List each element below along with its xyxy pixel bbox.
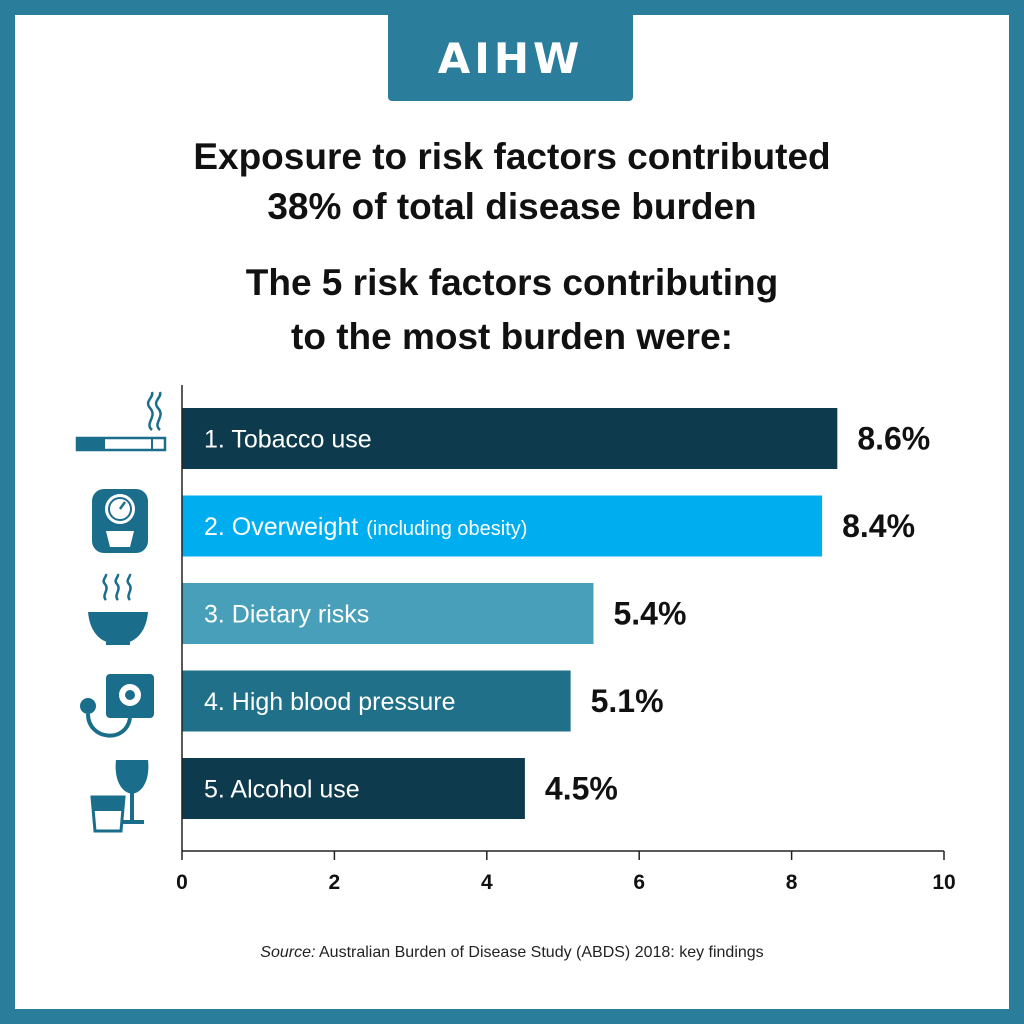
x-tick-label: 2 bbox=[329, 871, 341, 894]
x-tick-label: 0 bbox=[176, 871, 188, 894]
cigarette-icon bbox=[75, 391, 167, 452]
bar-group: 1. Tobacco use 8.6% bbox=[182, 408, 930, 469]
bar-value-label: 8.6% bbox=[857, 421, 930, 457]
x-axis-ticks: 0 2 4 6 8 10 bbox=[176, 851, 956, 894]
aihw-logo: AIHW bbox=[437, 33, 584, 83]
drinks-icon bbox=[90, 760, 149, 833]
bar-value-label: 8.4% bbox=[842, 508, 915, 544]
blood-pressure-monitor-icon bbox=[80, 674, 154, 738]
x-tick-label: 10 bbox=[932, 871, 955, 894]
source-text: Australian Burden of Disease Study (ABDS… bbox=[315, 944, 764, 961]
bar-value-label: 5.4% bbox=[613, 596, 686, 632]
weighing-scale-icon bbox=[92, 489, 148, 553]
bar bbox=[182, 583, 594, 644]
category-name: 4. High blood pressure bbox=[204, 688, 456, 716]
subtitle-line-2: to the most burden were: bbox=[291, 316, 733, 357]
subtitle-line-1: The 5 risk factors contributing bbox=[245, 262, 779, 303]
chart-title: Exposure to risk factors contributed 38%… bbox=[40, 132, 984, 232]
bar-group: 4. High blood pressure 5.1% bbox=[182, 670, 664, 732]
bar-category-label: 4. High blood pressure bbox=[204, 688, 456, 716]
bar-group: 3. Dietary risks 5.4% bbox=[182, 583, 686, 644]
category-name: 1. Tobacco use bbox=[204, 426, 372, 454]
bar-group: 5. Alcohol use 4.5% bbox=[182, 758, 618, 819]
category-name: 5. Alcohol use bbox=[204, 776, 360, 804]
bar bbox=[182, 670, 571, 732]
chart-subtitle: The 5 risk factors contributing to the m… bbox=[40, 256, 984, 364]
bar bbox=[182, 408, 838, 469]
x-tick-label: 4 bbox=[481, 871, 493, 894]
source-note: Source: Australian Burden of Disease Stu… bbox=[40, 944, 984, 962]
hot-bowl-icon bbox=[88, 573, 148, 645]
category-name: 2. Overweight bbox=[204, 513, 358, 541]
source-label: Source: bbox=[260, 944, 316, 961]
bar-value-label: 5.1% bbox=[591, 683, 664, 719]
bar bbox=[182, 495, 823, 557]
x-tick-label: 6 bbox=[633, 871, 645, 894]
title-line-2: 38% of total disease burden bbox=[267, 186, 757, 227]
bar-category-label: 2. Overweight (including obesity) bbox=[204, 513, 527, 541]
bar bbox=[182, 758, 525, 819]
title-line-1: Exposure to risk factors contributed bbox=[193, 136, 831, 177]
x-tick-label: 8 bbox=[786, 871, 798, 894]
logo-tab: AIHW bbox=[388, 15, 633, 101]
bar-value-label: 4.5% bbox=[545, 771, 618, 807]
bars-layer: 1. Tobacco use 8.6% 2. Overweight (includin… bbox=[182, 408, 930, 819]
bar-group: 2. Overweight (including obesity) 8.4% bbox=[182, 495, 915, 557]
bar-category-label: 3. Dietary risks bbox=[204, 601, 369, 629]
category-note: (including obesity) bbox=[366, 518, 527, 540]
category-name: 3. Dietary risks bbox=[204, 601, 369, 629]
bar-category-label: 5. Alcohol use bbox=[204, 776, 360, 804]
bar-category-label: 1. Tobacco use bbox=[204, 426, 372, 454]
risk-factor-icons bbox=[75, 391, 167, 833]
